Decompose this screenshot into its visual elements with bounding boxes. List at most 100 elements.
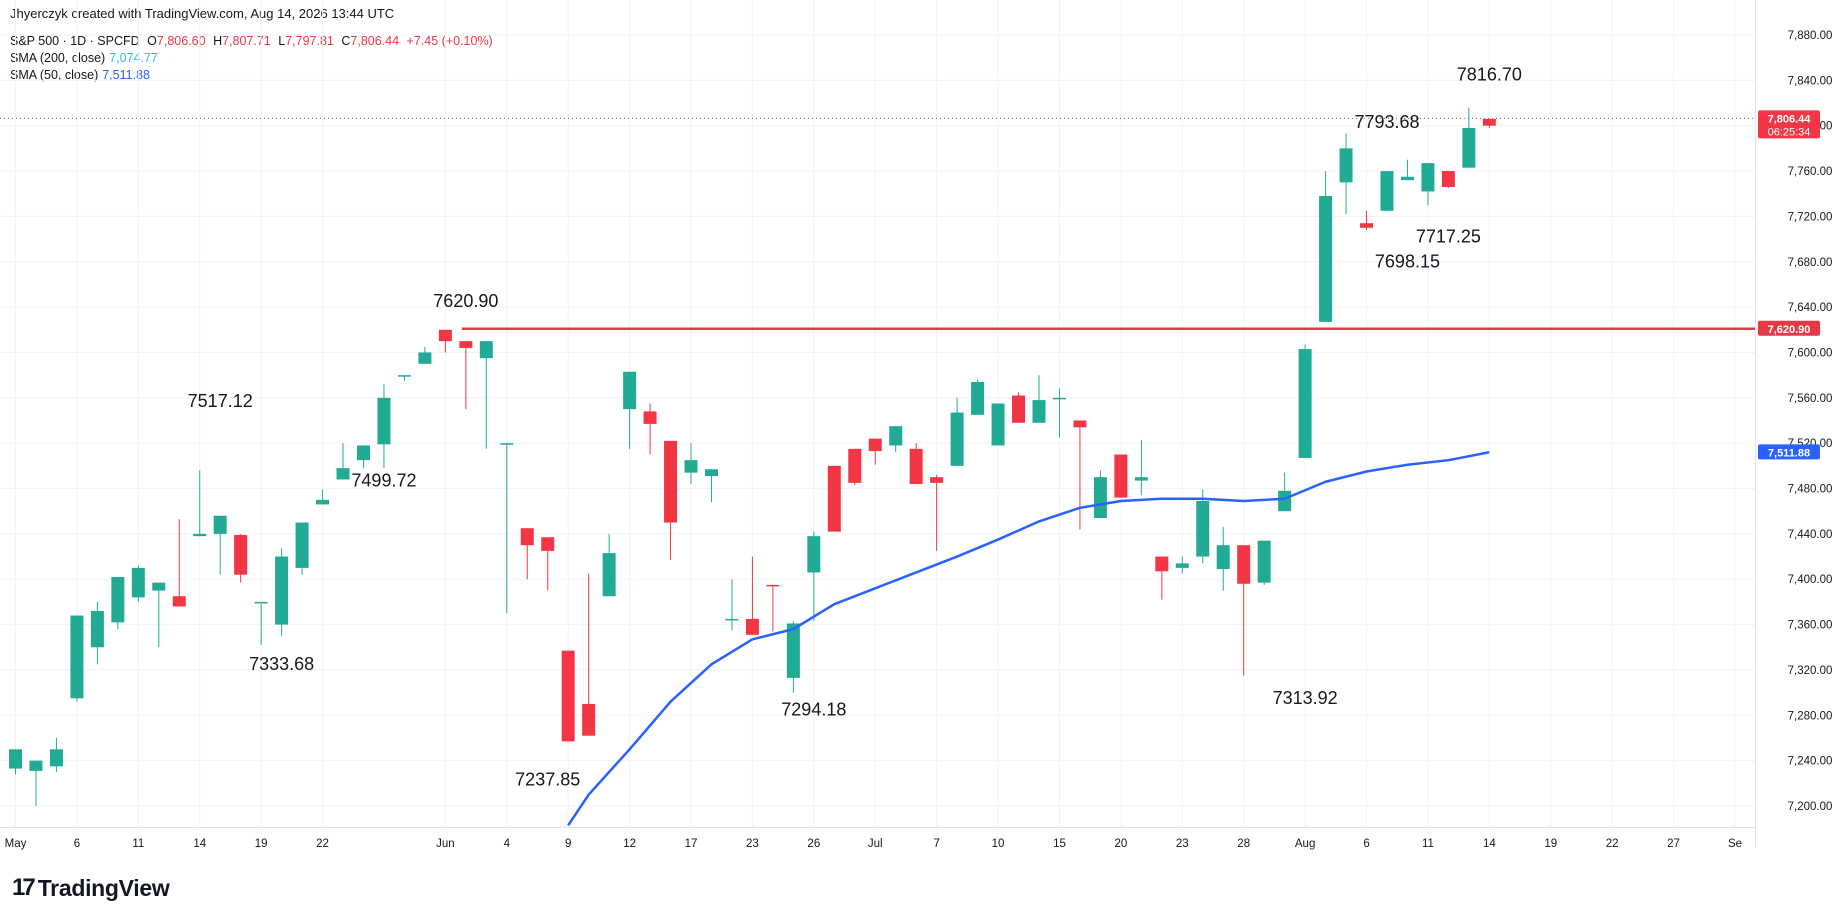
sma50-line[interactable] [567,451,1490,826]
candle-body[interactable] [848,448,862,483]
candle-body[interactable] [29,760,43,771]
price-annotation: 7294.18 [781,699,846,719]
candle-body[interactable] [643,411,657,424]
candle-body[interactable] [295,522,309,568]
candle-body[interactable] [500,443,514,445]
candle-body[interactable] [111,576,125,623]
candle-body[interactable] [1196,501,1210,557]
candle-body[interactable] [438,329,452,342]
candle-body[interactable] [541,537,555,551]
candle-body[interactable] [131,567,145,598]
candle-body[interactable] [356,445,370,461]
candle-body[interactable] [397,375,411,377]
candle-body[interactable] [1339,148,1353,183]
candle-body[interactable] [909,448,923,484]
candle-body[interactable] [418,352,432,364]
candle-body[interactable] [930,477,944,483]
symbol-name[interactable]: S&P 500 · 1D · SPCFD [10,34,140,48]
candle-body[interactable] [704,469,718,477]
candle-body[interactable] [9,749,22,769]
candle-body[interactable] [1421,163,1435,192]
candle-body[interactable] [1237,545,1251,584]
candle-body[interactable] [1012,395,1026,423]
candle-body[interactable] [479,341,493,359]
candle-body[interactable] [684,460,698,473]
sma200-legend[interactable]: SMA (200, close) 7,074.77 [10,51,158,65]
price-tick-label: 7,480.00 [1788,484,1833,496]
candle-body[interactable] [1216,545,1230,570]
candle-body[interactable] [377,397,391,445]
tradingview-logo[interactable]: 17 TradingView [12,874,170,902]
sma50-badge-label: 7,511.88 [1768,447,1810,459]
ohlc-legend: S&P 500 · 1D · SPCFD O7,806.60 H7,807.71… [10,34,493,48]
candle-body[interactable] [1073,420,1087,428]
candle-body[interactable] [786,623,800,678]
candle-body[interactable] [275,556,289,625]
candle-body[interactable] [1278,490,1292,512]
candle-body[interactable] [561,650,575,742]
candle-body[interactable] [1052,397,1066,400]
candle-body[interactable] [213,515,227,534]
candle-body[interactable] [520,528,534,546]
candle-body[interactable] [1441,171,1455,187]
time-tick-label: 19 [1544,838,1557,850]
candle-body[interactable] [336,468,350,480]
sma200-label: SMA (200, close) [10,51,106,65]
open-label: O [147,34,157,48]
price-annotation: 7333.68 [249,654,314,674]
candle-body[interactable] [1298,349,1312,458]
candle-body[interactable] [1175,563,1189,568]
candle-body[interactable] [971,381,985,415]
candle-body[interactable] [459,341,473,348]
time-tick-label: Jul [868,838,883,850]
price-annotation: 7717.25 [1416,226,1481,246]
candle-body[interactable] [1380,171,1394,211]
candle-body[interactable] [664,440,678,523]
candle-body[interactable] [234,535,248,575]
candle-body[interactable] [1482,118,1496,126]
candle-body[interactable] [172,596,186,607]
candle-body[interactable] [827,465,841,532]
candle-body[interactable] [602,553,616,597]
sma50-badge-bg [1758,444,1820,460]
candle-body[interactable] [807,536,821,573]
candle-body[interactable] [1462,127,1476,168]
time-tick-label: 22 [1606,838,1619,850]
candle-body[interactable] [152,582,166,591]
time-tick-label: 12 [623,838,636,850]
candle-body[interactable] [1400,176,1414,181]
change-value: +7.45 (+0.10%) [406,34,493,48]
candle-body[interactable] [745,618,759,635]
candle-body[interactable] [623,371,637,410]
candle-body[interactable] [254,601,268,604]
sma200-value: 7,074.77 [109,51,158,65]
candle-body[interactable] [90,610,104,648]
candle-body[interactable] [193,533,207,537]
candle-body[interactable] [766,584,780,587]
candle-body[interactable] [1257,540,1271,583]
price-tick-label: 7,600.00 [1788,347,1833,359]
price-tick-label: 7,440.00 [1788,529,1833,541]
candle-body[interactable] [582,703,596,736]
last-price-badge-label: 7,806.44 [1768,113,1812,125]
candle-body[interactable] [1360,223,1374,228]
candle-body[interactable] [1134,477,1148,481]
candle-body[interactable] [950,412,964,466]
candle-body[interactable] [725,618,739,621]
candle-body[interactable] [868,438,882,452]
candle-body[interactable] [316,499,330,505]
price-tick-label: 7,400.00 [1788,574,1833,586]
candle-body[interactable] [1319,196,1333,322]
price-tick-label: 7,200.00 [1788,801,1833,813]
time-tick-label: 28 [1237,838,1250,850]
candle-body[interactable] [70,615,84,699]
price-tick-label: 7,320.00 [1788,665,1833,677]
candle-body[interactable] [1093,477,1107,519]
candle-body[interactable] [49,749,63,767]
candle-body[interactable] [1032,400,1046,423]
candle-body[interactable] [1155,556,1169,572]
candle-body[interactable] [889,426,903,446]
candle-body[interactable] [991,403,1005,446]
candle-body[interactable] [1114,454,1128,498]
